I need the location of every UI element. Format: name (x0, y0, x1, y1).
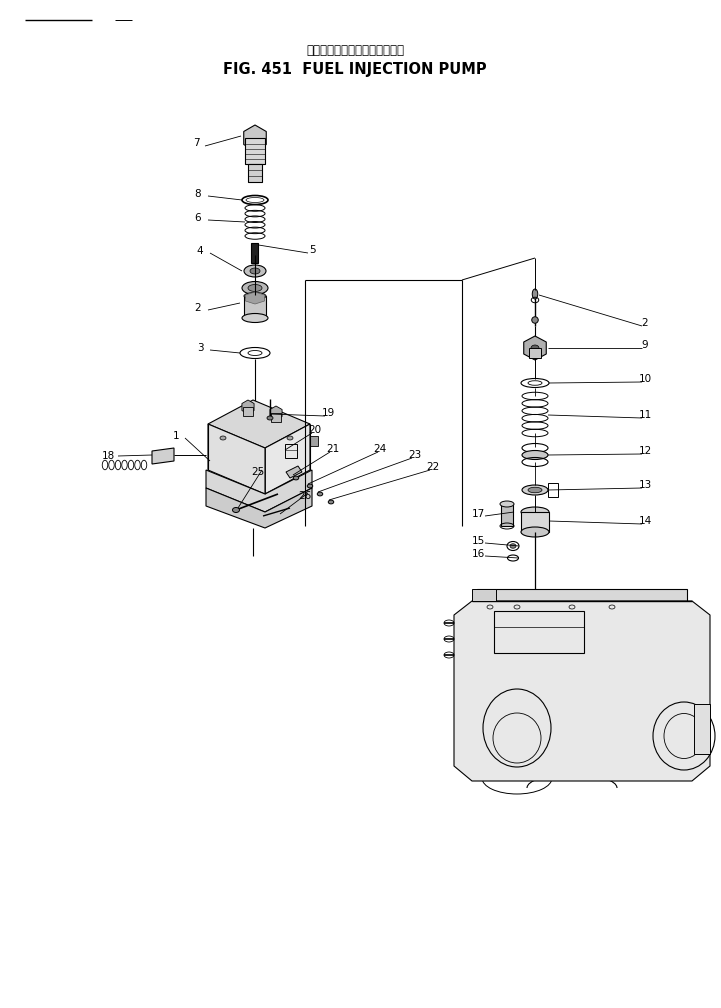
Ellipse shape (522, 451, 548, 460)
Polygon shape (265, 424, 310, 494)
Text: 19: 19 (322, 408, 335, 418)
Text: 16: 16 (472, 549, 485, 559)
Ellipse shape (242, 281, 268, 294)
Bar (243, 407, 253, 416)
Text: 5: 5 (309, 245, 315, 255)
Polygon shape (206, 488, 312, 528)
Bar (244, 296, 266, 318)
Ellipse shape (244, 292, 266, 299)
Polygon shape (206, 470, 312, 512)
Bar (472, 589, 496, 601)
Text: 21: 21 (327, 444, 340, 454)
Ellipse shape (287, 436, 293, 440)
Ellipse shape (232, 507, 239, 512)
Text: FIG. 451  FUEL INJECTION PUMP: FIG. 451 FUEL INJECTION PUMP (224, 62, 487, 78)
Text: 2: 2 (195, 303, 201, 313)
Bar (521, 512, 549, 532)
Text: 9: 9 (642, 340, 648, 350)
Text: 8: 8 (195, 190, 201, 199)
Text: 6: 6 (195, 213, 201, 223)
Polygon shape (454, 601, 710, 781)
Polygon shape (208, 424, 265, 494)
Polygon shape (270, 406, 282, 420)
Bar (245, 138, 265, 164)
Text: 13: 13 (638, 480, 652, 490)
Bar (548, 483, 558, 497)
Text: 20: 20 (309, 425, 322, 435)
Ellipse shape (267, 416, 273, 420)
Ellipse shape (521, 527, 549, 537)
Ellipse shape (528, 487, 542, 493)
Ellipse shape (307, 484, 313, 488)
Text: 23: 23 (408, 450, 422, 460)
Ellipse shape (521, 507, 549, 517)
Text: 12: 12 (638, 446, 652, 456)
Polygon shape (245, 292, 265, 304)
Ellipse shape (510, 543, 516, 548)
Text: 17: 17 (472, 509, 485, 519)
Text: 24: 24 (373, 444, 386, 454)
Text: 3: 3 (197, 343, 203, 353)
Ellipse shape (328, 500, 334, 504)
Ellipse shape (242, 313, 268, 323)
Polygon shape (208, 400, 310, 448)
Bar (529, 348, 541, 358)
Text: 15: 15 (472, 536, 485, 546)
Ellipse shape (293, 476, 298, 480)
Polygon shape (523, 336, 547, 360)
Text: 1: 1 (173, 431, 180, 442)
Bar (271, 413, 281, 422)
Text: 10: 10 (638, 374, 652, 384)
Bar (248, 164, 262, 182)
Bar (252, 243, 259, 263)
Text: 18: 18 (102, 451, 115, 461)
Ellipse shape (532, 317, 539, 324)
Text: フェルインジェクションポンプ: フェルインジェクションポンプ (306, 43, 404, 56)
Ellipse shape (500, 501, 514, 507)
Bar (285, 444, 297, 458)
Bar (494, 611, 584, 653)
Text: 11: 11 (638, 410, 652, 420)
Text: 7: 7 (193, 138, 199, 148)
Ellipse shape (248, 284, 262, 291)
Text: 25: 25 (252, 467, 265, 477)
Polygon shape (477, 589, 687, 601)
Polygon shape (152, 448, 174, 464)
Ellipse shape (220, 436, 226, 440)
Text: 26: 26 (298, 491, 311, 501)
Ellipse shape (532, 289, 538, 299)
Bar (310, 436, 318, 446)
Text: 22: 22 (426, 462, 440, 472)
Ellipse shape (531, 345, 539, 351)
Ellipse shape (250, 268, 260, 274)
Ellipse shape (317, 492, 323, 496)
Bar (694, 704, 710, 754)
Bar (502, 504, 513, 526)
Polygon shape (242, 400, 254, 414)
Ellipse shape (522, 485, 548, 495)
Polygon shape (286, 466, 302, 478)
Polygon shape (244, 125, 266, 151)
Text: 14: 14 (638, 516, 652, 526)
Ellipse shape (244, 265, 266, 277)
Text: 4: 4 (197, 246, 203, 256)
Text: 2: 2 (642, 318, 648, 328)
